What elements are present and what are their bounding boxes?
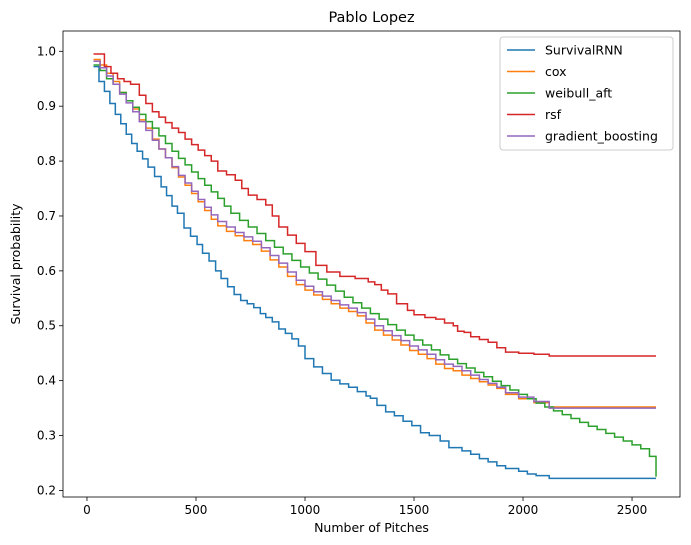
plot-frame [62,30,681,498]
y-tick-label: 0.7 [37,209,56,223]
series-line-survivalrnn [93,65,657,480]
x-tick-label: 2500 [617,503,648,517]
legend-label: cox [545,64,567,79]
y-axis-title: Survival probability [8,203,23,325]
series-line-weibull-aft [93,64,657,477]
x-axis-ticks: 0 500 1000 1500 2000 2500 [83,497,647,517]
y-tick-label: 0.4 [37,374,56,388]
y-tick-label: 0.5 [37,319,56,333]
x-tick-label: 0 [83,503,91,517]
x-tick-label: 1500 [399,503,430,517]
series-line-rsf [93,53,657,357]
x-tick-label: 500 [185,503,208,517]
y-axis-ticks: 0.2 0.3 0.4 0.5 0.6 0.7 0.8 0.9 1.0 [37,44,63,497]
y-tick-label: 0.6 [37,264,56,278]
legend-box [499,36,674,151]
y-tick-label: 0.3 [37,429,56,443]
y-tick-label: 1.0 [37,44,56,58]
x-tick-label: 2000 [508,503,539,517]
series-layer [93,53,657,480]
y-tick-label: 0.2 [37,483,56,497]
legend-label: rsf [545,107,562,122]
x-tick-label: 1000 [290,503,321,517]
y-tick-label: 0.8 [37,154,56,168]
legend-label: SurvivalRNN [545,43,623,58]
y-tick-label: 0.9 [37,99,56,113]
chart-title: Pablo Lopez [328,10,414,26]
series-line-gradient-boosting [93,60,657,409]
legend-label: weibull_aft [545,86,612,101]
legend-label: gradient_boosting [545,129,658,144]
x-axis-title: Number of Pitches [314,520,429,535]
